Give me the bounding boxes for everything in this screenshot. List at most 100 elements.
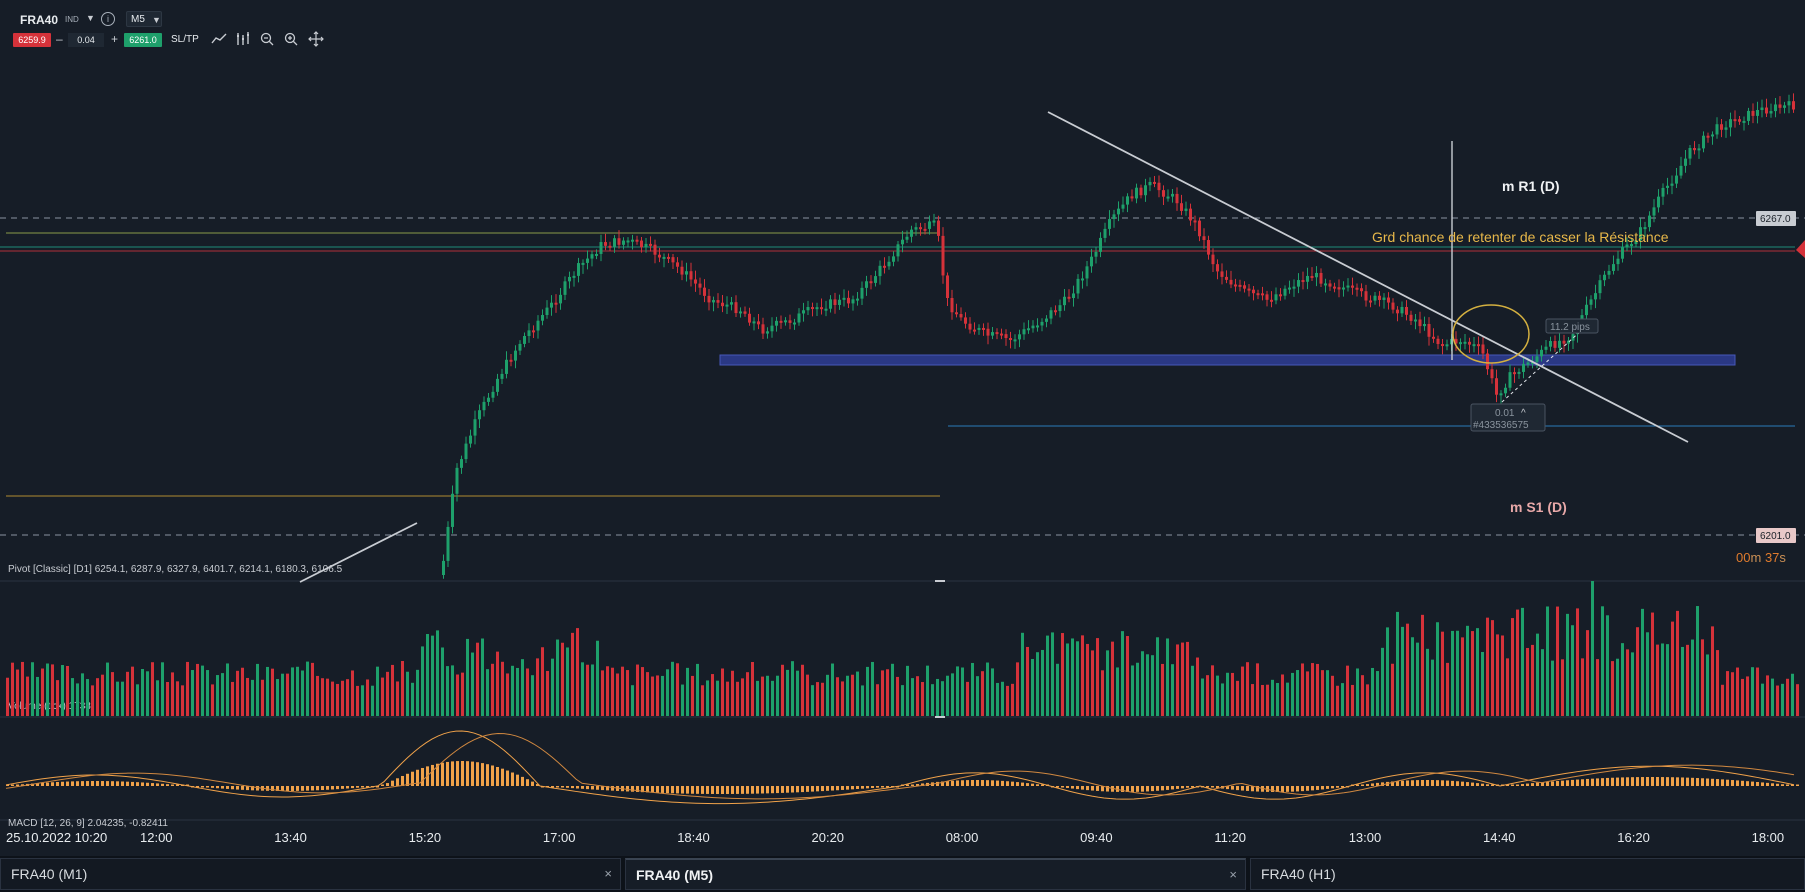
candle xyxy=(1081,278,1084,281)
volume-bar xyxy=(1641,608,1644,716)
timeframe-select[interactable]: M5 ▼ xyxy=(126,11,162,27)
volume-bar xyxy=(1361,675,1364,716)
info-icon[interactable]: i xyxy=(101,12,115,26)
macd-bar xyxy=(126,781,129,786)
buy-button[interactable]: 6261.0 xyxy=(124,33,162,47)
macd-bar xyxy=(1066,786,1069,788)
macd-bar xyxy=(201,786,204,788)
pivot-legend[interactable]: Pivot [Classic] [D1] 6254.1, 6287.9, 632… xyxy=(8,564,343,575)
volume-bar xyxy=(671,661,674,716)
volume-bar xyxy=(66,665,69,716)
volume-bar xyxy=(1391,663,1394,716)
order-marker[interactable] xyxy=(1470,403,1546,432)
macd-bar xyxy=(971,780,974,786)
macd-bar xyxy=(1511,784,1514,786)
candle xyxy=(563,281,567,295)
symbol-dropdown-icon[interactable]: ▼ xyxy=(86,13,95,23)
macd-bar xyxy=(851,786,854,790)
macd-bar xyxy=(1761,782,1764,786)
candle xyxy=(991,332,994,336)
tab-fra40-m5[interactable]: FRA40 (M5) × xyxy=(625,858,1246,890)
candle xyxy=(572,275,576,278)
increase-quantity-button[interactable]: + xyxy=(111,32,119,46)
volume-bar xyxy=(356,685,359,716)
volume-bar xyxy=(1796,684,1799,716)
sell-button[interactable]: 6259.9 xyxy=(13,33,51,47)
volume-bars xyxy=(6,581,1799,716)
crosshair-icon[interactable] xyxy=(308,31,324,47)
candle xyxy=(1468,341,1471,345)
tab-fra40-m1[interactable]: FRA40 (M1) × xyxy=(0,858,621,890)
volume-bar xyxy=(761,676,764,716)
highlight-ellipse[interactable] xyxy=(1452,304,1530,364)
volume-bar xyxy=(471,652,474,716)
volume-bar xyxy=(1581,658,1584,716)
volume-bar xyxy=(1646,632,1649,716)
macd-bar xyxy=(256,786,259,791)
decrease-quantity-button[interactable]: – xyxy=(56,32,63,46)
candle xyxy=(1247,288,1251,291)
chevron-up-icon[interactable]: ^ xyxy=(1521,408,1526,419)
volume-bar xyxy=(6,677,9,716)
support-zone[interactable] xyxy=(719,354,1736,366)
tab-fra40-h1[interactable]: FRA40 (H1) xyxy=(1250,858,1805,890)
volume-bar xyxy=(1786,678,1789,716)
volume-bar xyxy=(1751,667,1754,716)
candle xyxy=(1067,296,1071,299)
macd-bar xyxy=(1491,784,1494,786)
trend-line[interactable] xyxy=(1047,111,1689,443)
volume-bar xyxy=(486,669,489,716)
volume-bar xyxy=(351,670,354,716)
volume-bar xyxy=(221,673,224,716)
macd-bar xyxy=(146,782,149,786)
macd-bar xyxy=(1061,786,1064,788)
volume-legend[interactable]: Volume (tick) 1738 xyxy=(8,701,91,712)
volume-bar xyxy=(1431,659,1434,716)
candle xyxy=(1333,286,1336,289)
candle xyxy=(1085,266,1089,279)
sltp-button[interactable]: SL/TP xyxy=(171,34,199,45)
chart-toolbar: FRA40 IND ▼ i M5 ▼ 6259.9 – 0.04 + 6261.… xyxy=(0,0,1805,56)
pane-resize-handle[interactable] xyxy=(935,580,945,582)
zoom-in-icon[interactable] xyxy=(283,31,299,47)
pane-resize-handle[interactable] xyxy=(935,716,945,718)
volume-bar xyxy=(1306,671,1309,716)
volume-bar xyxy=(166,681,169,716)
candle xyxy=(478,410,481,420)
candle xyxy=(1675,175,1678,184)
symbol-label[interactable]: FRA40 xyxy=(20,13,59,27)
quantity-input[interactable]: 0.04 xyxy=(68,33,104,47)
macd-bar xyxy=(71,781,74,786)
price-chart[interactable]: m R1 (D) m S1 (D) Grd chance de retenter… xyxy=(0,0,1805,856)
candle xyxy=(914,227,918,230)
r1-label: m R1 (D) xyxy=(1502,178,1560,194)
x-axis-tick: 14:40 xyxy=(1483,830,1516,845)
volume-bar xyxy=(156,680,159,716)
candle xyxy=(1769,111,1773,114)
volume-bar xyxy=(236,670,239,716)
volume-bar xyxy=(371,685,374,716)
candle xyxy=(622,240,625,245)
candle xyxy=(554,302,558,305)
volume-bar xyxy=(516,667,519,716)
zoom-out-icon[interactable] xyxy=(259,31,275,47)
candle xyxy=(955,312,958,315)
volume-bar xyxy=(526,668,529,716)
indicators-icon[interactable] xyxy=(235,31,251,47)
volume-bar xyxy=(1381,647,1384,716)
close-icon[interactable]: × xyxy=(604,866,612,881)
macd-bar xyxy=(796,786,799,793)
macd-bar xyxy=(1731,780,1734,786)
order-quantity: 0.01 xyxy=(1495,408,1515,419)
trend-line[interactable] xyxy=(299,522,418,583)
measure-line[interactable] xyxy=(1492,329,1583,411)
line-tool-icon[interactable] xyxy=(211,31,227,47)
close-icon[interactable]: × xyxy=(1229,867,1237,882)
macd-bar xyxy=(246,786,249,791)
macd-legend[interactable]: MACD [12, 26, 9] 2.04235, -0.82411 xyxy=(8,818,168,829)
price-tag-upper-text: 6267.0 xyxy=(1760,214,1791,225)
candle xyxy=(815,307,819,310)
macd-bar xyxy=(666,786,669,794)
volume-bar xyxy=(1686,644,1689,716)
volume-bar xyxy=(801,664,804,716)
